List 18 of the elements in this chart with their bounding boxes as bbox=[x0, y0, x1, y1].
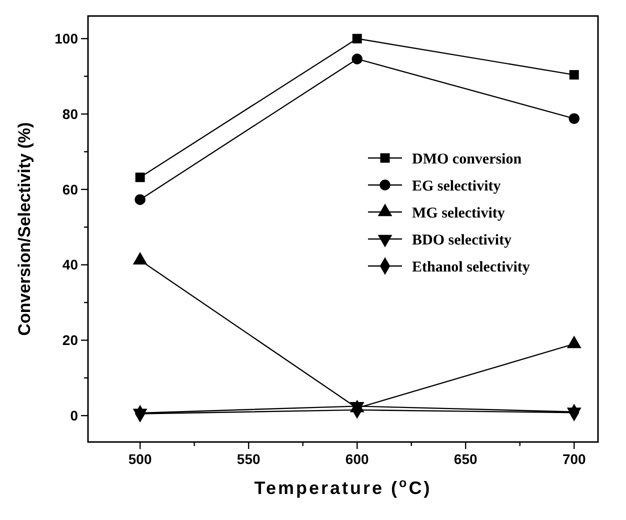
y-tick-label: 100 bbox=[54, 30, 78, 47]
y-tick-label: 60 bbox=[62, 181, 78, 198]
x-tick-label: 500 bbox=[128, 451, 152, 467]
x-tick-label: 600 bbox=[345, 451, 369, 467]
x-axis-title: Temperature ($^{o}$C) bbox=[254, 476, 432, 498]
y-tick-label: 0 bbox=[70, 408, 78, 424]
x-tick-label: 700 bbox=[562, 451, 586, 467]
y-tick-label: 80 bbox=[62, 106, 78, 122]
legend-label: EG selectivity bbox=[412, 178, 502, 194]
legend-label: BDO selectivity bbox=[412, 232, 512, 248]
legend-label: Ethanol selectivity bbox=[412, 259, 530, 276]
y-tick-label: 20 bbox=[62, 332, 78, 348]
legend-label: DMO conversion bbox=[412, 151, 522, 168]
legend-label: MG selectivity bbox=[412, 205, 506, 222]
y-tick-label: 40 bbox=[62, 256, 78, 273]
x-tick-label: 650 bbox=[454, 451, 478, 467]
y-axis-title: Conversion/Selectivity (%) bbox=[15, 122, 34, 336]
x-tick-label: 550 bbox=[236, 451, 260, 467]
